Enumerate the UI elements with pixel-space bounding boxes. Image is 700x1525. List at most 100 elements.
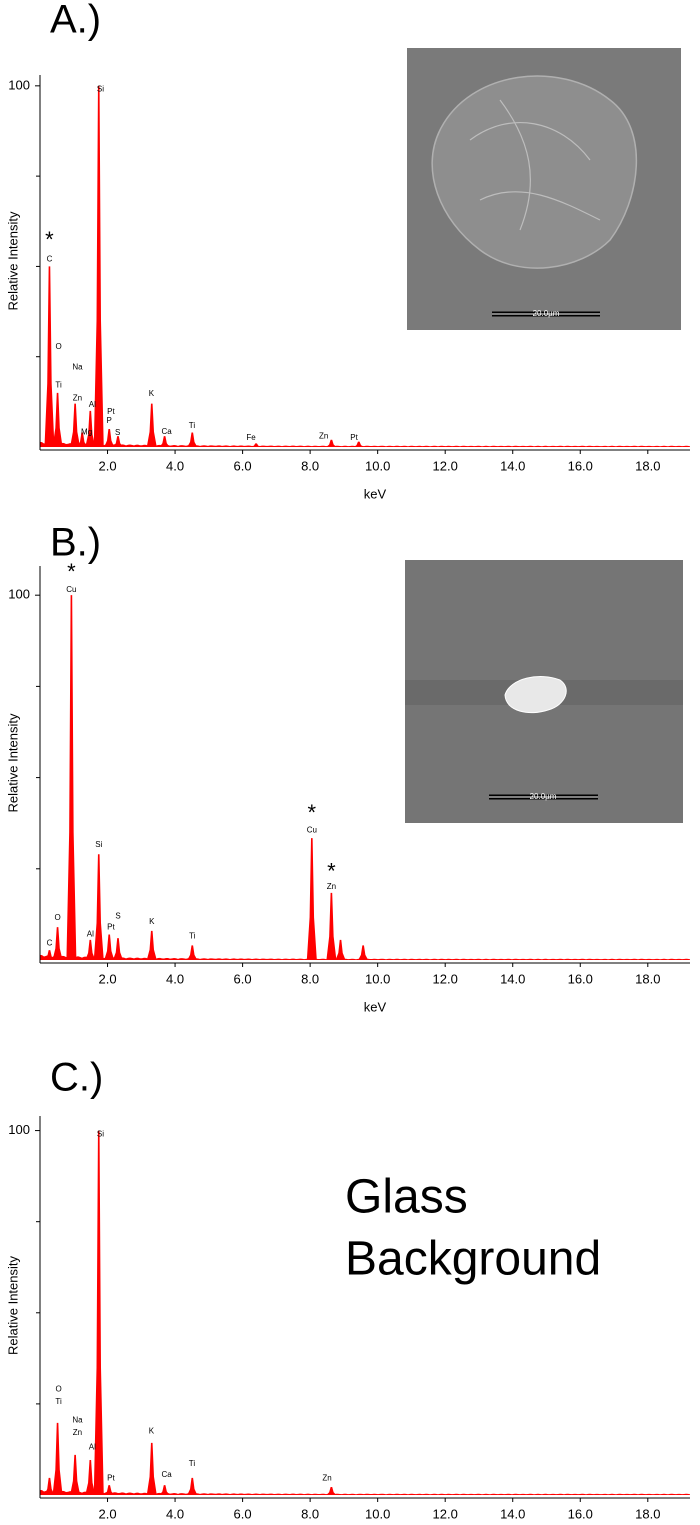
peak-label: O — [55, 1384, 61, 1393]
sem-image-b — [405, 560, 683, 823]
x-tick-label: 2.0 — [98, 971, 116, 986]
sem-detail — [469, 99, 601, 231]
x-axis-label: keV — [364, 999, 387, 1014]
peak — [104, 1485, 115, 1495]
background-continuum — [40, 441, 690, 447]
peak — [44, 1477, 55, 1495]
peak — [104, 428, 115, 447]
background-continuum — [40, 954, 690, 960]
x-tick-label: 6.0 — [234, 971, 252, 986]
x-tick-label: 12.0 — [433, 458, 458, 473]
peak-label: Ca — [162, 427, 173, 436]
peak-label: Al — [87, 930, 94, 939]
x-tick-label: 18.0 — [635, 1506, 660, 1521]
x-tick-label: 14.0 — [500, 1506, 525, 1521]
peak-label: Zn — [319, 431, 328, 440]
peak-label: * — [45, 227, 54, 252]
peak — [306, 838, 317, 960]
x-tick-label: 2.0 — [98, 458, 116, 473]
x-axis-label: keV — [364, 486, 387, 501]
peak-label: C — [47, 939, 53, 948]
x-tick-label: 14.0 — [500, 971, 525, 986]
peak-label: Na — [72, 363, 83, 372]
x-tick-label: 12.0 — [433, 1506, 458, 1521]
spectrum-panel: B.) 100 2.0 4.0 6.0 8.0 10.0 12.0 14.0 16.0 18.0 ke… — [5, 521, 690, 1014]
peak-label: Pt — [107, 922, 115, 931]
peak — [326, 439, 337, 447]
peak — [146, 930, 157, 960]
y-axis-label: Relative Intensity — [5, 713, 20, 812]
peak-label: P — [107, 416, 112, 425]
x-tick-label: 4.0 — [166, 458, 184, 473]
x-tick-label: 8.0 — [301, 971, 319, 986]
x-tick-label: 10.0 — [365, 458, 390, 473]
panel-label: A.) — [50, 0, 101, 42]
spectrum-panel: C.) 100 2.0 4.0 6.0 8.0 10.0 12.0 14.0 16.0 18.0 Re… — [5, 1056, 690, 1521]
peak-label: * — [327, 858, 336, 883]
peak — [85, 939, 96, 960]
peak — [44, 950, 55, 960]
peak — [66, 595, 77, 960]
x-tick-label: 2.0 — [98, 1506, 116, 1521]
background-continuum — [40, 1489, 690, 1495]
x-tick-label: 10.0 — [365, 971, 390, 986]
peak-label: Ti — [189, 931, 196, 940]
peak-label: Ti — [189, 1459, 196, 1468]
x-tick-label: 12.0 — [433, 971, 458, 986]
peak-label: Ti — [189, 421, 196, 430]
x-tick-label: 14.0 — [500, 458, 525, 473]
peak-label: Pt — [107, 1474, 115, 1483]
peak — [93, 85, 104, 447]
peak — [70, 1454, 81, 1495]
peak — [44, 266, 55, 447]
peak-label: * — [67, 559, 76, 584]
x-tick-label: 6.0 — [234, 1506, 252, 1521]
x-tick-label: 4.0 — [166, 971, 184, 986]
peak-label: * — [308, 800, 317, 825]
peak-label: Si — [97, 85, 104, 94]
peak-label: C — [47, 254, 53, 263]
peak-label: Zn — [327, 882, 336, 891]
x-tick-label: 18.0 — [635, 458, 660, 473]
peak — [251, 443, 262, 447]
peak — [146, 403, 157, 447]
scale-bar-label: 20.0µm — [533, 309, 560, 318]
peak-label: Ti — [55, 381, 62, 390]
y-tick-label: 100 — [8, 77, 30, 92]
x-tick-label: 16.0 — [568, 1506, 593, 1521]
peak-label: Pt — [350, 433, 358, 442]
peak-label: K — [149, 389, 155, 398]
y-tick-label: 100 — [8, 1122, 30, 1137]
peak — [85, 1460, 96, 1495]
panel-label: C.) — [50, 1056, 103, 1100]
peak — [93, 1130, 104, 1495]
peak — [93, 854, 104, 960]
peak — [52, 927, 63, 960]
peak-label: Zn — [73, 393, 82, 402]
y-axis-label: Relative Intensity — [5, 1256, 20, 1355]
peak — [159, 1485, 170, 1495]
peak — [113, 436, 123, 447]
scale-bar-label: 20.0µm — [530, 792, 557, 801]
peak — [187, 945, 198, 960]
note-text: Background — [345, 1233, 601, 1286]
peak-label: Si — [97, 1129, 104, 1138]
peak-label: Pt — [107, 407, 115, 416]
peak-label: Ca — [162, 1470, 173, 1479]
sem-particle — [504, 676, 567, 714]
peak — [70, 403, 81, 447]
peak-label: S — [115, 911, 120, 920]
peak-label: Zn — [73, 1428, 82, 1437]
peak-label: S — [115, 428, 120, 437]
x-tick-label: 10.0 — [365, 1506, 390, 1521]
peak — [358, 945, 369, 960]
peak-label: Zn — [322, 1474, 331, 1483]
peak — [326, 1486, 337, 1495]
sem-image-a — [407, 48, 681, 330]
peak-label: Si — [95, 840, 102, 849]
peak-label: Na — [72, 1415, 83, 1424]
peak-label: Al — [89, 1443, 96, 1452]
panel-label: B.) — [50, 521, 101, 565]
peak — [335, 939, 346, 960]
